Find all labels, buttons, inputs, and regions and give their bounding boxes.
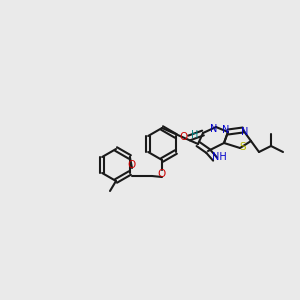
- Text: O: O: [180, 132, 188, 142]
- Text: S: S: [240, 142, 246, 152]
- Text: N: N: [222, 125, 230, 135]
- Text: O: O: [158, 169, 166, 179]
- Text: H: H: [191, 130, 199, 140]
- Text: NH: NH: [212, 152, 226, 162]
- Text: N: N: [241, 127, 249, 137]
- Text: N: N: [210, 124, 218, 134]
- Text: O: O: [128, 160, 136, 170]
